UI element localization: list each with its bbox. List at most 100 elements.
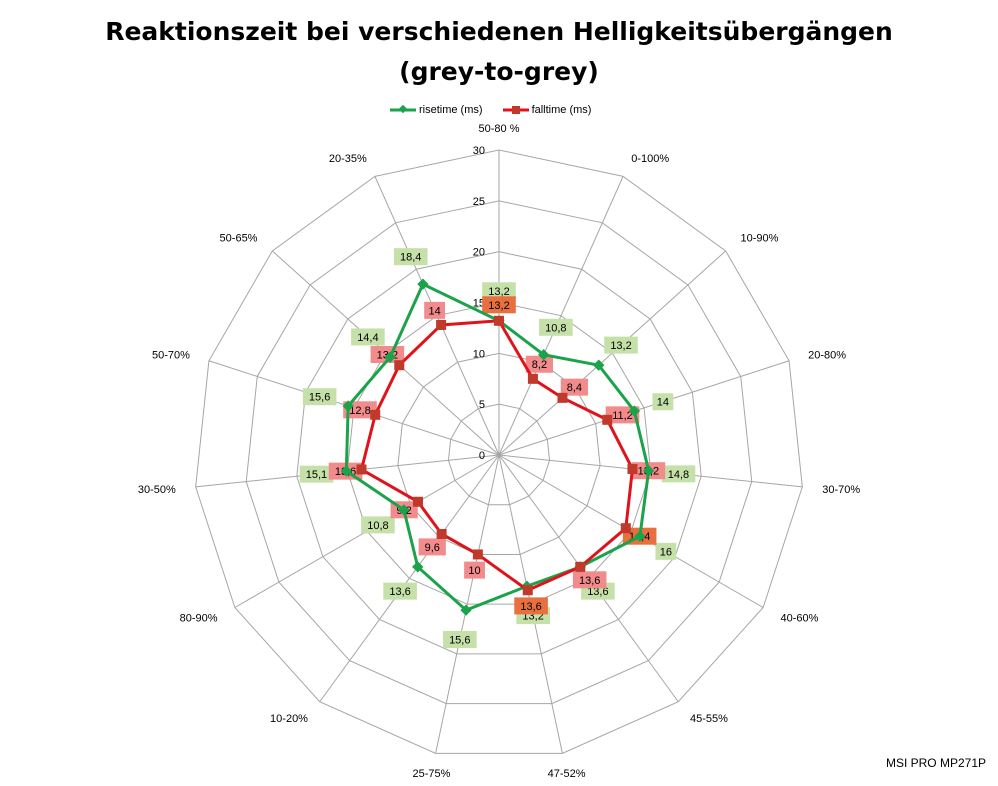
axis-label: 50-70%	[152, 350, 190, 362]
tick-label: 25	[473, 196, 485, 208]
falltime-data-label: 9,6	[425, 542, 440, 554]
risetime-data-label: 10,8	[545, 322, 566, 334]
axis-label: 10-20%	[270, 713, 308, 725]
risetime-marker	[460, 604, 472, 616]
axis-label: 0-100%	[631, 153, 669, 165]
falltime-marker	[557, 392, 568, 403]
legend-marker-falltime	[502, 106, 529, 114]
risetime-label-bg	[442, 630, 477, 648]
risetime-label-bg	[604, 336, 638, 354]
risetime-data-label: 14	[657, 397, 669, 409]
falltime-marker	[522, 585, 533, 596]
axis-label: 30-70%	[822, 484, 860, 496]
grid-spoke	[498, 360, 790, 456]
chart-title: Reaktionszeit bei verschiedenen Helligke…	[0, 12, 998, 92]
risetime-data-label: 15,6	[449, 634, 470, 646]
risetime-data-label: 16	[660, 546, 672, 558]
grid-spoke	[498, 176, 624, 456]
axis-label: 30-50%	[138, 484, 176, 496]
falltime-label-bg	[560, 378, 588, 396]
risetime-marker	[340, 465, 352, 477]
tick-label: 10	[473, 348, 485, 360]
legend-label-risetime: risetime (ms)	[419, 104, 483, 116]
risetime-marker	[628, 405, 641, 417]
grid-ring-20	[296, 251, 702, 655]
falltime-marker	[394, 360, 405, 371]
legend-item-falltime: falltime (ms)	[502, 104, 592, 116]
grid-ring-10	[397, 352, 601, 555]
grid-ring-25	[245, 200, 753, 705]
risetime-marker	[642, 465, 655, 477]
axis-label: 40-60%	[780, 613, 818, 625]
falltime-data-label: 10	[468, 565, 480, 577]
risetime-marker	[412, 561, 424, 573]
risetime-label-bg	[655, 542, 677, 560]
risetime-label-bg	[539, 318, 573, 336]
tick-label: 20	[473, 247, 485, 259]
chart-title-line-1: Reaktionszeit bei verschiedenen Helligke…	[105, 17, 893, 46]
grid-ring-30	[195, 149, 803, 754]
axis-label: 45-55%	[690, 713, 728, 725]
risetime-label-bg	[361, 516, 395, 534]
falltime-marker	[370, 409, 381, 420]
risetime-data-label: 13,6	[587, 586, 608, 598]
tick-label: 5	[479, 399, 485, 411]
falltime-label-bg	[572, 571, 607, 589]
axis-label: 20-80%	[808, 350, 846, 362]
falltime-label-bg	[464, 561, 485, 579]
falltime-marker	[472, 549, 483, 560]
risetime-marker	[538, 349, 550, 361]
falltime-data-label: 13,6	[520, 601, 541, 613]
risetime-label-bg	[482, 282, 516, 300]
falltime-line	[359, 319, 635, 592]
risetime-marker	[634, 530, 646, 542]
risetime-data-label: 10,8	[367, 520, 388, 532]
risetime-marker	[342, 400, 354, 412]
legend: risetime (ms) falltime (ms)	[390, 101, 611, 119]
falltime-marker	[620, 523, 631, 534]
risetime-data-label: 18,4	[400, 252, 421, 264]
risetime-line	[344, 282, 651, 612]
axis-label: 47-52%	[548, 768, 586, 780]
risetime-data-label: 14,4	[357, 332, 378, 344]
tick-label: 15	[473, 298, 485, 310]
grid-ring-5	[447, 403, 551, 506]
falltime-label-bg	[424, 301, 446, 319]
falltime-label-bg	[514, 597, 548, 615]
axis-label: 25-75%	[412, 768, 450, 780]
risetime-label-bg	[299, 465, 334, 483]
falltime-data-label: 13,6	[579, 575, 600, 587]
watermark: MSI PRO MP271P	[885, 756, 986, 770]
risetime-data-label: 13,6	[389, 586, 410, 598]
falltime-marker	[575, 561, 586, 572]
grid-spoke	[319, 454, 500, 703]
falltime-label-bg	[525, 355, 554, 373]
risetime-marker	[593, 359, 605, 371]
axis-label: 20-35%	[329, 153, 367, 165]
falltime-label-bg	[482, 296, 516, 314]
axis-label: 50-65%	[220, 233, 258, 245]
risetime-data-label: 15,6	[309, 392, 330, 404]
legend-marker-risetime	[390, 105, 416, 114]
falltime-marker	[494, 315, 504, 326]
falltime-data-label: 8,4	[567, 382, 582, 394]
risetime-data-label: 13,2	[610, 340, 631, 352]
falltime-marker	[527, 373, 538, 384]
axis-label: 50-80 %	[479, 123, 520, 135]
falltime-label-bg	[418, 538, 446, 556]
risetime-label-bg	[652, 393, 674, 411]
risetime-data-label: 14,8	[668, 469, 689, 481]
falltime-data-label: 14	[428, 305, 440, 317]
falltime-data-label: 8,2	[532, 359, 547, 371]
falltime-data-label: 13,2	[488, 300, 509, 312]
tick-label: 0	[479, 450, 485, 462]
grid-spoke	[435, 454, 500, 754]
risetime-marker	[398, 504, 410, 516]
tick-label: 30	[473, 145, 485, 157]
legend-label-falltime: falltime (ms)	[531, 104, 592, 116]
falltime-marker	[356, 464, 367, 475]
falltime-data-label: 11,2	[612, 410, 633, 422]
risetime-label-bg	[661, 465, 696, 483]
risetime-label-bg	[383, 582, 417, 600]
axis-label: 10-90%	[741, 233, 779, 245]
